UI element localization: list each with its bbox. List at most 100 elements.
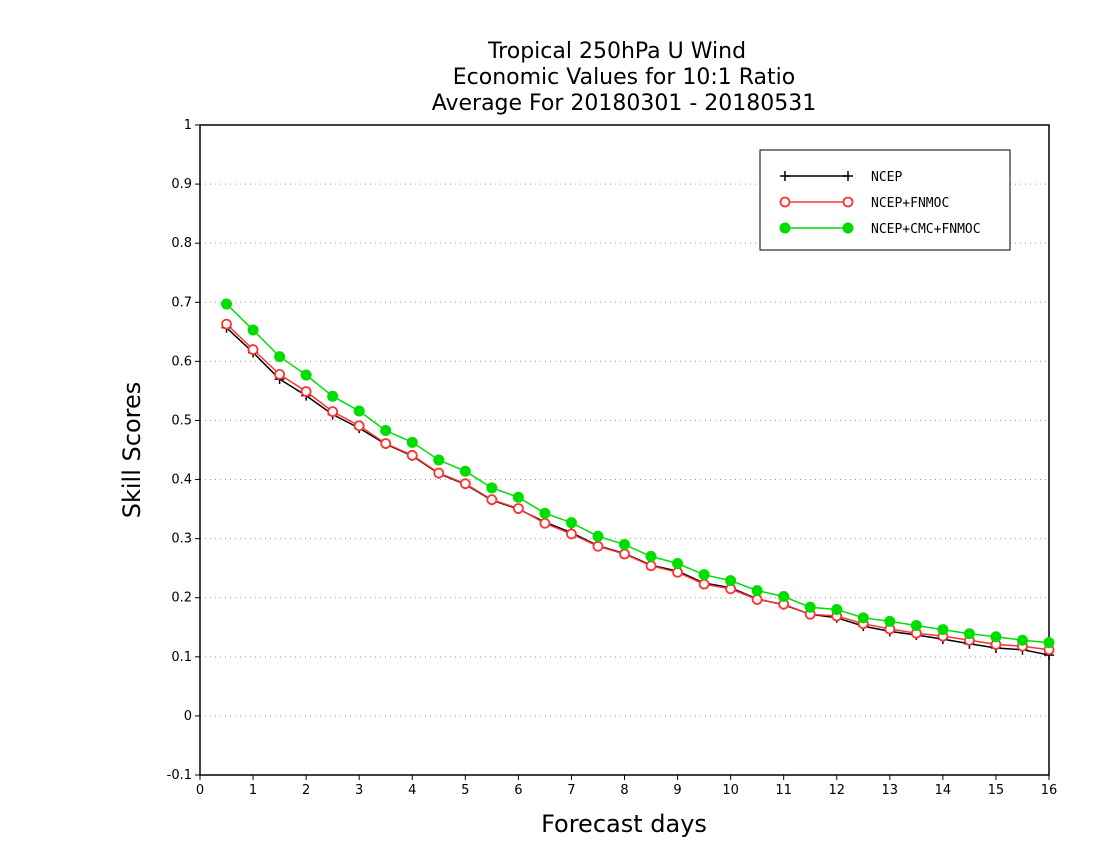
- data-point: [857, 612, 869, 624]
- x-tick-label: 9: [673, 783, 681, 798]
- data-point: [592, 530, 604, 542]
- x-tick-label: 15: [988, 783, 1005, 798]
- series-line: [225, 323, 1050, 651]
- data-point: [751, 585, 763, 597]
- x-tick-label: 16: [1041, 783, 1058, 798]
- x-tick-label: 13: [882, 783, 899, 798]
- legend-box: [759, 149, 1011, 251]
- y-tick-label: 0: [184, 709, 192, 724]
- x-tick-label: 5: [461, 783, 469, 798]
- data-point: [406, 436, 418, 448]
- x-tick-label: 1: [249, 783, 257, 798]
- data-point: [1016, 634, 1028, 646]
- data-point: [380, 425, 392, 436]
- legend-label: NCEP: [871, 170, 902, 185]
- data-point: [645, 550, 657, 562]
- data-point: [512, 503, 524, 514]
- chart-title: Tropical 250hPa U Wind Economic Values f…: [432, 39, 817, 116]
- legend-item: NCEP+CMC+FNMOC: [779, 222, 981, 237]
- data-point: [353, 420, 365, 432]
- data-point: [831, 604, 843, 616]
- data-point: [592, 540, 604, 552]
- data-point: [725, 575, 737, 587]
- data-point: [300, 386, 312, 397]
- legend-label: NCEP+FNMOC: [871, 196, 949, 211]
- data-point: [672, 557, 684, 569]
- data-point: [937, 624, 949, 636]
- x-tick-label: 3: [355, 783, 363, 798]
- data-point: [884, 615, 896, 627]
- x-tick-label: 4: [408, 783, 416, 798]
- series-0: [221, 322, 1054, 661]
- data-point: [353, 405, 365, 417]
- legend-marker: [779, 196, 791, 208]
- data-point: [300, 369, 312, 381]
- series-1: [221, 318, 1055, 656]
- legend-marker: [842, 222, 854, 234]
- y-tick-label: 1: [184, 118, 192, 133]
- legend-item: NCEP+FNMOC: [779, 196, 949, 211]
- data-point: [990, 631, 1002, 643]
- data-point: [459, 465, 471, 477]
- title-line-1: Tropical 250hPa U Wind: [487, 39, 746, 64]
- legend-marker: [842, 196, 854, 208]
- legend: NCEP NCEP+FNMOC NCEP+CMC+FNMOC: [759, 149, 1011, 251]
- data-point: [751, 594, 763, 605]
- series-lines: [221, 298, 1055, 661]
- data-point: [566, 528, 577, 540]
- title-line-2: Economic Values for 10:1 Ratio: [453, 65, 795, 90]
- data-point: [1043, 637, 1055, 649]
- data-point: [221, 298, 233, 310]
- legend-item: NCEP: [780, 170, 902, 185]
- data-point: [274, 351, 286, 363]
- data-point: [327, 406, 339, 417]
- data-point: [380, 438, 392, 449]
- data-point: [406, 449, 418, 461]
- data-point: [433, 467, 445, 479]
- data-point: [672, 566, 683, 578]
- data-point: [778, 591, 790, 603]
- x-tick-label: 11: [775, 783, 792, 798]
- series-line: [225, 327, 1050, 656]
- y-tick-label: 0.9: [171, 177, 192, 192]
- x-tick-label: 8: [620, 783, 628, 798]
- y-tick-label: 0.5: [171, 413, 192, 428]
- y-axis-title: Skill Scores: [118, 382, 146, 519]
- data-point: [698, 578, 710, 590]
- title-line-3: Average For 20180301 - 20180531: [432, 91, 817, 116]
- data-point: [247, 324, 259, 336]
- data-point: [274, 368, 285, 380]
- data-point: [486, 494, 498, 506]
- data-point: [698, 569, 710, 581]
- x-tick-label: 10: [722, 783, 739, 798]
- y-tick-label: 0.2: [171, 591, 192, 606]
- x-axis-title: Forecast days: [541, 810, 707, 838]
- data-point: [619, 539, 630, 551]
- data-point: [619, 548, 630, 560]
- series-line: [225, 303, 1050, 644]
- x-tick-label: 12: [828, 783, 845, 798]
- y-tick-label: 0.8: [171, 236, 192, 251]
- y-tick-label: 0.6: [171, 354, 192, 369]
- data-point: [433, 454, 445, 466]
- x-tick-label: 6: [514, 783, 522, 798]
- axis-ticks: -0.100.10.20.30.40.50.60.70.80.910 1 2 3 4 5 6…: [167, 118, 1058, 798]
- x-tick-label: 0: [196, 783, 204, 798]
- y-tick-label: 0.3: [171, 532, 192, 547]
- data-point: [539, 507, 551, 519]
- legend-marker: [779, 222, 791, 234]
- data-point: [512, 491, 524, 503]
- data-point: [327, 390, 339, 402]
- data-point: [963, 628, 975, 640]
- legend-label: NCEP+CMC+FNMOC: [871, 222, 981, 237]
- data-point: [804, 601, 816, 613]
- x-tick-label: 2: [302, 783, 310, 798]
- data-point: [247, 344, 259, 355]
- x-tick-label: 7: [567, 783, 575, 798]
- data-point: [565, 517, 577, 529]
- y-tick-label: 0.4: [171, 473, 192, 488]
- data-point: [539, 517, 551, 529]
- x-tick-label: 14: [935, 783, 952, 798]
- y-tick-label: -0.1: [167, 768, 192, 783]
